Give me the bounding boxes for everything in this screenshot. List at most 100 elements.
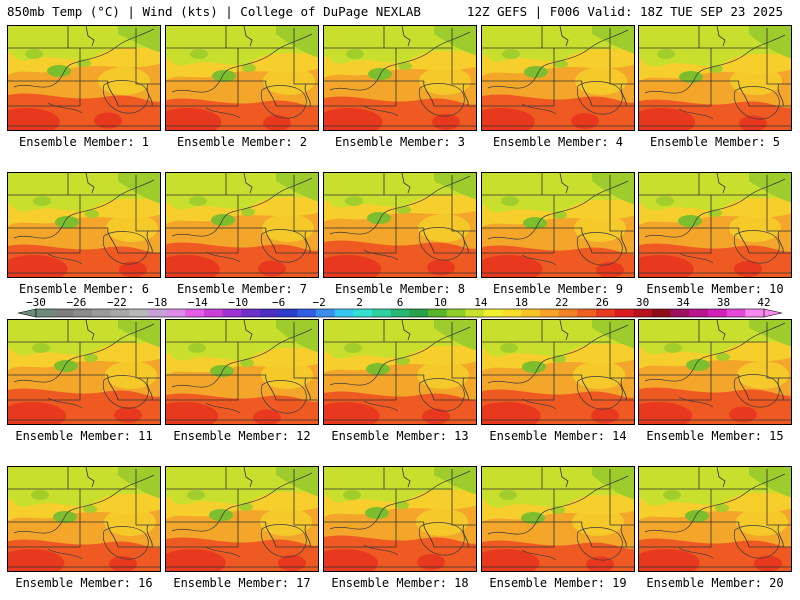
colorbar-tick-label: 2 [356,296,363,309]
ensemble-panel-7: Ensemble Member: 7 [165,172,319,296]
panel-label: Ensemble Member: 19 [489,576,627,590]
colorbar-swatch [316,309,335,317]
colorbar-swatch [185,309,205,317]
temperature-colorbar: −30 −26 −22 −18 −14 −10 −6 −2 2 6 10 14 18 22 26 30 34 38… [17,296,783,318]
colorbar-swatch [502,309,522,317]
ensemble-panel-19: Ensemble Member: 19 [481,466,635,590]
ensemble-panel-4: Ensemble Member: 4 [481,25,635,149]
product-title: 850mb Temp (°C) | Wind (kts) | College o… [7,4,421,19]
colorbar-swatch [633,309,653,317]
panel-label: Ensemble Member: 5 [649,135,781,149]
ensemble-panel-3: Ensemble Member: 3 [323,25,477,149]
temperature-map [165,25,319,131]
colorbar-swatch [110,309,130,317]
ensemble-panel-2: Ensemble Member: 2 [165,25,319,149]
temperature-map [638,25,792,131]
colorbar-min-arrow [17,308,37,318]
colorbar-swatch [726,309,746,317]
colorbar-tick-label: 42 [757,296,770,309]
ensemble-panel-16: Ensemble Member: 16 [7,466,161,590]
colorbar-swatch [73,309,93,317]
colorbar-swatch [596,309,615,317]
ensemble-panel-1: Ensemble Member: 1 [7,25,161,149]
colorbar-tick-label: 22 [555,296,568,309]
colorbar-swatch [409,309,429,317]
ensemble-panel-10: Ensemble Member: 10 [638,172,792,296]
colorbar-swatch [708,309,727,317]
colorbar-swatch [297,309,317,317]
colorbar-tick-label: −6 [272,296,285,309]
panel-label: Ensemble Member: 17 [173,576,311,590]
panel-label: Ensemble Member: 2 [176,135,308,149]
colorbar-tick-label: 38 [717,296,730,309]
colorbar-swatch [222,309,242,317]
temperature-map [165,466,319,572]
temperature-map [638,466,792,572]
panel-label: Ensemble Member: 18 [331,576,469,590]
colorbar-tick-label: 10 [434,296,447,309]
panel-label: Ensemble Member: 7 [176,282,308,296]
ensemble-panel-11: Ensemble Member: 11 [7,319,161,443]
temperature-map [638,172,792,278]
temperature-map [7,172,161,278]
temperature-map [323,25,477,131]
ensemble-panel-6: Ensemble Member: 6 [7,172,161,296]
colorbar-swatch [204,309,223,317]
ensemble-panel-9: Ensemble Member: 9 [481,172,635,296]
colorbar-swatch [428,309,447,317]
colorbar-swatch [689,309,709,317]
panel-label: Ensemble Member: 13 [331,429,469,443]
colorbar-swatch [390,309,410,317]
colorbar-swatch [577,309,597,317]
ensemble-panel-8: Ensemble Member: 8 [323,172,477,296]
panel-label: Ensemble Member: 3 [334,135,466,149]
colorbar-swatch [241,309,261,317]
temperature-map [165,172,319,278]
colorbar-tick-label: 34 [676,296,690,309]
colorbar-swatch [36,309,55,317]
colorbar-tick-label: −18 [147,296,167,309]
colorbar-swatch [54,309,74,317]
colorbar-tick-label: 14 [474,296,488,309]
temperature-map [323,466,477,572]
temperature-map [481,466,635,572]
colorbar-swatch [521,309,541,317]
colorbar-tick-label: −14 [188,296,208,309]
panel-label: Ensemble Member: 4 [492,135,624,149]
colorbar-swatch [484,309,503,317]
temperature-map [481,319,635,425]
ensemble-panel-5: Ensemble Member: 5 [638,25,792,149]
colorbar-max-arrow [763,308,783,318]
temperature-map [7,319,161,425]
colorbar-swatch [372,309,391,317]
panel-label: Ensemble Member: 16 [15,576,153,590]
panel-label: Ensemble Member: 9 [492,282,624,296]
ensemble-panel-15: Ensemble Member: 15 [638,319,792,443]
temperature-map [481,172,635,278]
temperature-map [323,172,477,278]
colorbar-tick-label: 6 [397,296,404,309]
colorbar-swatch [446,309,466,317]
colorbar-tick-label: 30 [636,296,649,309]
colorbar-swatch [652,309,671,317]
colorbar-swatch [540,309,559,317]
ensemble-panel-17: Ensemble Member: 17 [165,466,319,590]
panel-label: Ensemble Member: 15 [646,429,784,443]
temperature-map [638,319,792,425]
temperature-map [323,319,477,425]
colorbar-tick-label: 26 [596,296,609,309]
temperature-map [165,319,319,425]
ensemble-panel-20: Ensemble Member: 20 [638,466,792,590]
temperature-map [7,466,161,572]
panel-label: Ensemble Member: 11 [15,429,153,443]
colorbar-swatch [92,309,111,317]
colorbar-swatch [670,309,690,317]
colorbar-swatch [129,309,149,317]
panel-label: Ensemble Member: 8 [334,282,466,296]
panel-label: Ensemble Member: 14 [489,429,627,443]
colorbar-swatch [614,309,634,317]
colorbar-tick-label: −26 [67,296,87,309]
colorbar-swatch [745,309,765,317]
ensemble-panel-14: Ensemble Member: 14 [481,319,635,443]
ensemble-panel-18: Ensemble Member: 18 [323,466,477,590]
